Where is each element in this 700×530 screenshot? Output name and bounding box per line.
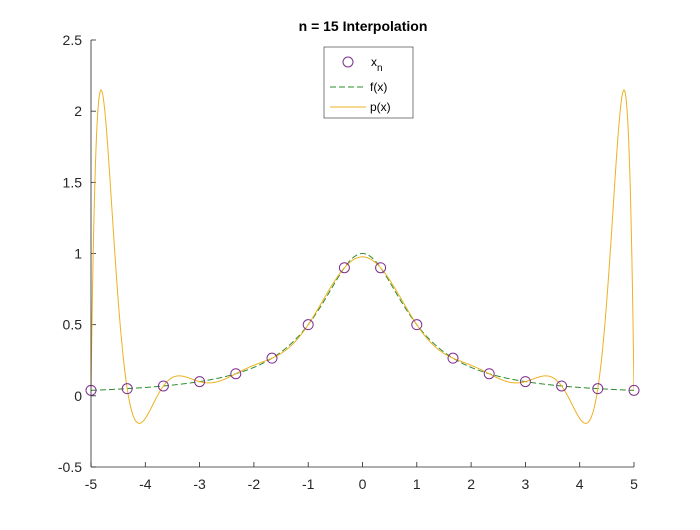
x-tick-label: -4 <box>139 476 152 492</box>
legend-marker-xn <box>342 56 354 68</box>
y-tick-label: 2.5 <box>63 32 83 48</box>
x-tick-label: 4 <box>576 476 584 492</box>
node-marker <box>338 262 350 274</box>
y-tick-label: -0.5 <box>58 459 82 475</box>
legend-label-xn: xn <box>371 55 383 74</box>
y-tick-label: 1.5 <box>63 174 83 190</box>
node-marker <box>411 319 423 331</box>
x-tick-label: 1 <box>413 476 421 492</box>
x-tick-label: 3 <box>522 476 530 492</box>
y-tick-label: 0.5 <box>63 317 83 333</box>
x-tick-label: 0 <box>359 476 367 492</box>
node-marker <box>157 380 169 392</box>
legend-label-f: f(x) <box>370 80 387 94</box>
x-tick-label: -5 <box>85 476 98 492</box>
axes: -5 -4 -3 -2 -1 0 1 2 3 4 5 -0.5 0 0.5 1 1.5 2 2.5 <box>58 32 638 492</box>
x-tick-label: -1 <box>302 476 315 492</box>
plot-area <box>85 89 640 424</box>
x-tick-label: 5 <box>630 476 638 492</box>
legend-box <box>323 46 414 119</box>
series-p-line <box>91 89 634 424</box>
chart-title: n = 15 Interpolation <box>299 18 428 34</box>
x-tick-label: 2 <box>467 476 475 492</box>
legend-label-xn-sub: n <box>377 63 383 74</box>
node-marker <box>194 376 206 388</box>
node-marker <box>266 352 278 364</box>
node-marker <box>519 376 531 388</box>
series-f-line <box>91 252 634 391</box>
node-marker <box>230 368 242 380</box>
legend-label-p: p(x) <box>370 100 391 114</box>
x-tick-label: -3 <box>193 476 206 492</box>
node-marker <box>302 319 314 331</box>
x-tick-label: -2 <box>248 476 261 492</box>
node-marker <box>556 380 568 392</box>
node-marker <box>628 384 640 396</box>
node-marker <box>121 383 133 395</box>
node-marker <box>447 352 459 364</box>
y-tick-label: 2 <box>74 103 82 119</box>
legend: xn f(x) p(x) <box>323 46 414 119</box>
y-tick-label: 0 <box>74 388 82 404</box>
node-marker <box>483 368 495 380</box>
node-marker <box>592 383 604 395</box>
node-marker <box>375 262 387 274</box>
y-tick-label: 1 <box>74 246 82 262</box>
legend-label-xn-base: x <box>371 55 377 69</box>
axes-frame <box>90 40 634 468</box>
